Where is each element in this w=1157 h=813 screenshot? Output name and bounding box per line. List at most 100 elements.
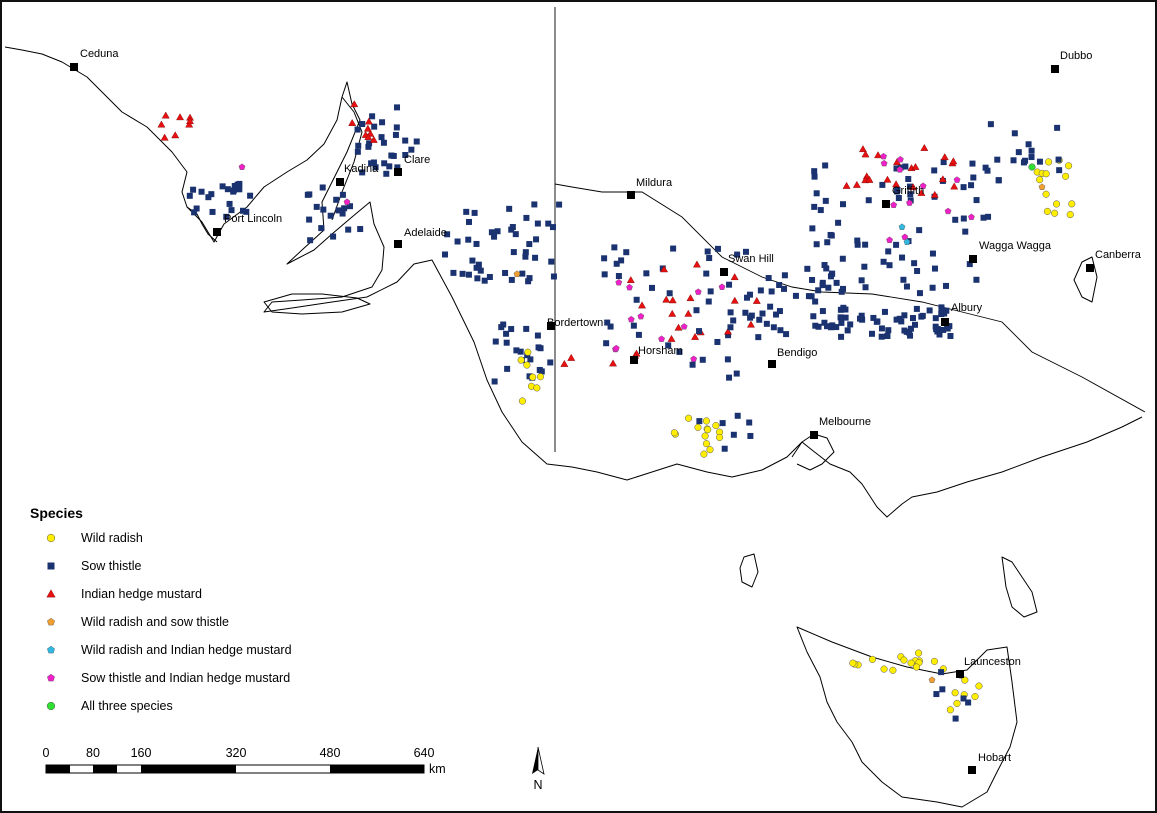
town-marker — [336, 178, 344, 186]
species-marker — [1054, 124, 1061, 131]
species-marker — [823, 265, 830, 272]
species-marker — [960, 695, 967, 702]
species-marker — [442, 251, 449, 258]
species-marker — [209, 208, 216, 215]
species-marker — [1043, 207, 1051, 215]
species-marker — [469, 257, 476, 264]
species-marker — [494, 228, 501, 235]
flinders-island — [1001, 556, 1038, 618]
species-marker — [940, 159, 947, 166]
species-marker — [638, 301, 646, 309]
species-marker — [601, 271, 608, 278]
species-marker — [1065, 162, 1073, 170]
species-marker — [333, 196, 340, 203]
species-marker — [519, 270, 526, 277]
species-marker — [676, 348, 683, 355]
species-marker — [623, 249, 630, 256]
species-marker — [938, 305, 945, 312]
species-marker — [752, 296, 761, 304]
species-marker — [350, 100, 359, 108]
species-marker — [527, 356, 534, 363]
species-marker — [727, 309, 734, 316]
species-marker — [911, 162, 920, 170]
town-marker — [1051, 65, 1059, 73]
species-marker — [613, 260, 620, 267]
species-marker — [475, 261, 482, 268]
species-marker — [905, 329, 912, 336]
species-marker — [690, 355, 698, 362]
species-marker — [463, 208, 470, 215]
species-marker — [911, 260, 918, 267]
species-marker — [704, 248, 711, 255]
species-marker — [746, 419, 753, 426]
species-marker — [870, 314, 877, 321]
nsw-vic-border — [554, 183, 1146, 413]
species-marker — [973, 276, 980, 283]
species-marker — [1053, 200, 1061, 208]
species-marker — [1042, 190, 1050, 198]
species-marker — [243, 208, 250, 215]
species-marker — [757, 287, 764, 294]
species-marker — [880, 665, 888, 673]
species-marker — [339, 191, 346, 198]
species-marker — [920, 143, 929, 151]
scale-bar: 0 80 160 320 480 640 km — [43, 746, 446, 776]
species-marker — [815, 287, 822, 294]
species-marker — [347, 203, 354, 210]
species-marker — [744, 294, 751, 301]
species-marker — [819, 308, 826, 315]
species-marker — [626, 283, 633, 291]
species-marker — [813, 241, 820, 248]
town-label: Wagga Wagga — [979, 240, 1052, 252]
species-marker — [734, 251, 741, 258]
species-marker — [700, 450, 708, 458]
species-marker — [354, 148, 361, 155]
town-label: Kadina — [344, 163, 379, 175]
species-marker — [513, 270, 521, 277]
species-marker — [1036, 176, 1044, 184]
species-marker — [517, 356, 525, 364]
species-marker — [808, 293, 815, 300]
species-marker — [601, 255, 608, 262]
species-marker — [459, 270, 466, 277]
species-marker — [529, 373, 537, 381]
species-marker — [893, 316, 900, 323]
species-marker — [157, 120, 166, 128]
species-marker — [560, 359, 569, 367]
species-marker — [842, 314, 849, 321]
species-marker — [943, 282, 950, 289]
species-marker — [392, 131, 399, 138]
species-marker — [667, 334, 676, 342]
species-marker — [792, 292, 799, 299]
species-marker — [770, 324, 777, 331]
species-marker — [859, 145, 867, 153]
species-marker — [827, 231, 834, 238]
species-marker — [186, 117, 194, 124]
species-marker — [670, 245, 677, 252]
species-marker — [878, 325, 885, 332]
species-marker — [931, 167, 938, 174]
species-marker — [777, 327, 784, 334]
species-marker — [874, 151, 882, 159]
species-marker — [984, 167, 991, 174]
species-marker — [916, 227, 923, 234]
species-marker — [1042, 170, 1050, 178]
species-marker — [685, 414, 693, 422]
species-marker — [902, 163, 909, 170]
species-marker — [503, 330, 510, 337]
species-marker — [776, 281, 783, 288]
species-marker — [905, 176, 912, 183]
species-marker — [837, 314, 844, 321]
legend-symbol — [47, 617, 55, 626]
species-marker — [980, 214, 987, 221]
species-marker — [966, 261, 973, 268]
legend-symbol — [47, 562, 55, 570]
town-marker — [810, 431, 818, 439]
species-marker — [809, 276, 816, 283]
species-marker — [938, 669, 945, 676]
species-marker — [355, 142, 362, 149]
legend-symbol — [46, 701, 56, 711]
species-marker — [889, 666, 897, 674]
species-marker — [190, 186, 197, 193]
species-marker — [718, 283, 726, 290]
